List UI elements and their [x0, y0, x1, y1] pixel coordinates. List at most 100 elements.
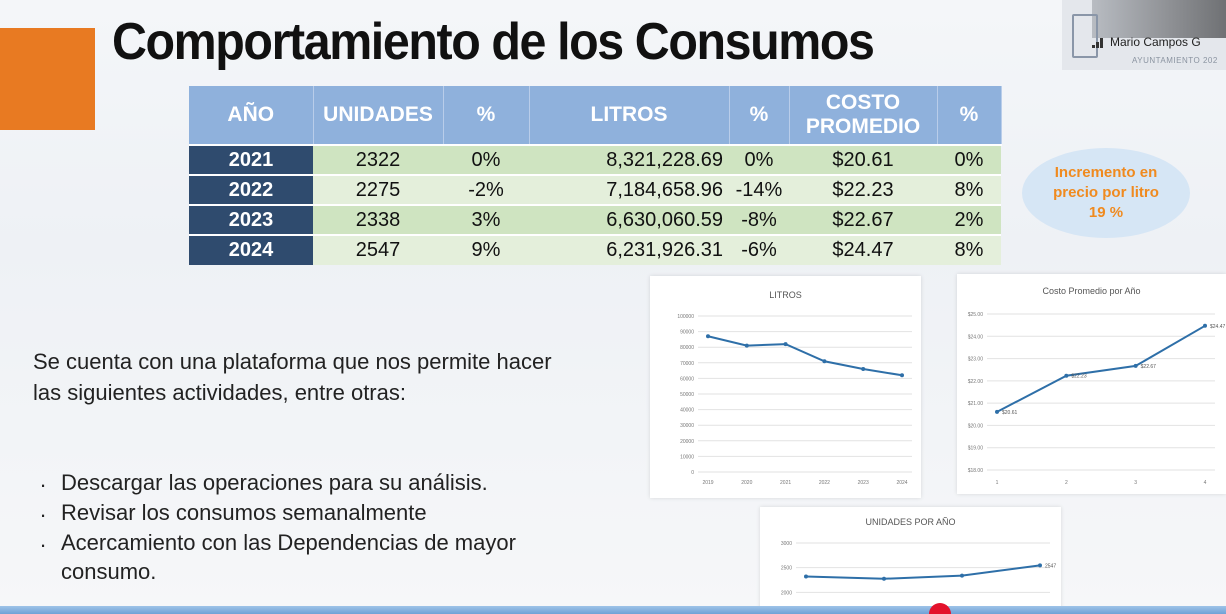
table-cell: 3% [443, 204, 529, 235]
participant-name: Mario Campos G [1110, 35, 1201, 49]
y-tick-label: $24.00 [968, 334, 984, 340]
year-cell: 2022 [189, 174, 313, 205]
series-line [996, 324, 1206, 413]
x-tick-label: 2020 [741, 480, 752, 486]
table-cell: -2% [443, 174, 529, 205]
header-cell: COSTO PROMEDIO [789, 86, 938, 145]
table-cell: 0% [729, 144, 789, 175]
y-tick-label: 40000 [680, 408, 694, 414]
table-cell: -6% [729, 234, 789, 265]
y-tick-label: 30000 [680, 423, 694, 429]
table-cell: $24.47 [789, 234, 937, 265]
year-cell: 2024 [189, 234, 313, 265]
costo-promedio-chart: Costo Promedio por Año $25.00 $24.00 $23.00… [957, 274, 1226, 494]
data-label: $24.47 [1210, 324, 1226, 330]
y-tick-label: 2000 [781, 590, 792, 596]
data-point [900, 373, 904, 378]
data-point [1038, 563, 1042, 568]
header-cell: % [443, 86, 530, 145]
litros-chart-svg: LITROS 100000 90000 80000 70000 60000 50000 400… [677, 290, 912, 486]
y-tick-label: $22.00 [968, 379, 984, 385]
signal-strength-icon [1092, 38, 1106, 48]
y-tick-label: 90000 [680, 330, 694, 336]
x-tick-label: 2024 [896, 480, 907, 486]
table-cell: 8,321,228.69 [529, 144, 729, 175]
list-item: Descargar las operaciones para su anális… [40, 465, 570, 497]
callout-value: 19 % [1088, 204, 1124, 221]
participant-subtitle: AYUNTAMIENTO 202 [1132, 56, 1218, 65]
chart-title: UNIDADES POR AÑO [865, 517, 955, 527]
table-cell: 8% [937, 234, 1001, 265]
y-tick-label: 0 [691, 470, 694, 476]
table-cell: $22.23 [789, 174, 937, 205]
y-tick-label: $20.00 [968, 423, 984, 429]
year-cell: 2021 [189, 144, 313, 175]
consumption-table: AÑO UNIDADES % LITROS % COSTO PROMEDIO %… [189, 86, 1002, 265]
data-point [882, 576, 886, 581]
list-item: Acercamiento con las Dependencias de may… [40, 525, 570, 586]
y-tick-label: 50000 [680, 392, 694, 398]
table-cell: 2338 [313, 204, 443, 235]
x-tick-label: 1 [996, 480, 999, 486]
y-tick-label: 70000 [680, 361, 694, 367]
x-tick-label: 2023 [858, 480, 869, 486]
chart-title: LITROS [769, 290, 802, 300]
table-cell: 2275 [313, 174, 443, 205]
y-tick-label: 80000 [680, 345, 694, 351]
costo-promedio-chart-svg: Costo Promedio por Año $25.00 $24.00 $23.00… [968, 286, 1226, 486]
unidades-chart-svg: UNIDADES POR AÑO300025002000150020212022… [781, 517, 1056, 596]
table-row: 2021 2322 0% 8,321,228.69 0% $20.61 0% [189, 144, 1001, 175]
bottom-progress-bar [0, 606, 1226, 614]
participant-video-feed [1092, 0, 1226, 38]
table-cell: 8% [937, 174, 1001, 205]
table-header-row: AÑO UNIDADES % LITROS % COSTO PROMEDIO % [189, 86, 1002, 145]
table-cell: 6,630,060.59 [529, 204, 729, 235]
y-tick-label: $18.00 [968, 468, 984, 474]
y-tick-label: 20000 [680, 439, 694, 445]
data-point [804, 574, 808, 579]
y-tick-label: $25.00 [968, 312, 984, 318]
header-cell: % [937, 86, 1002, 145]
recording-indicator-icon [929, 603, 951, 614]
header-cell: % [729, 86, 790, 145]
header-cell: AÑO [189, 86, 314, 145]
x-tick-label: 4 [1204, 480, 1207, 486]
data-point [1203, 323, 1207, 328]
table-cell: 7,184,658.96 [529, 174, 729, 205]
y-tick-label: 100000 [677, 314, 694, 320]
data-point [861, 367, 866, 372]
data-label: 2547 [1045, 563, 1056, 569]
table-cell: $22.67 [789, 204, 937, 235]
unidades-chart: UNIDADES POR AÑO300025002000150020212022… [760, 507, 1061, 614]
callout-line: precio por litro [1053, 184, 1159, 201]
y-tick-label: 60000 [680, 376, 694, 382]
intro-text: Se cuenta con una plataforma que nos per… [33, 349, 552, 405]
header-cell: LITROS [529, 86, 730, 145]
table-cell: -14% [729, 174, 789, 205]
data-point [1064, 373, 1069, 378]
table-cell: $20.61 [789, 144, 937, 175]
data-label: $22.67 [1141, 364, 1157, 370]
ayuntamiento-logo-icon [1072, 14, 1098, 58]
x-tick-label: 2022 [819, 480, 830, 486]
table-cell: -8% [729, 204, 789, 235]
series-line [707, 335, 903, 377]
table-cell: 2% [937, 204, 1001, 235]
data-label: $22.23 [1071, 374, 1087, 380]
series-line [805, 564, 1041, 580]
data-point [1133, 363, 1138, 368]
data-point [706, 334, 710, 339]
slide-title: Comportamiento de los Consumos [112, 13, 875, 71]
table-cell: 9% [443, 234, 529, 265]
activities-list: Descargar las operaciones para su anális… [40, 465, 570, 587]
header-cell: UNIDADES [313, 86, 444, 145]
year-cell: 2023 [189, 204, 313, 235]
participant-video-tile[interactable]: Mario Campos G AYUNTAMIENTO 202 [1062, 0, 1226, 70]
litros-chart: LITROS 100000 90000 80000 70000 60000 50000 400… [650, 276, 921, 498]
data-point [783, 342, 788, 347]
y-tick-label: 3000 [781, 541, 792, 547]
y-tick-label: $21.00 [968, 401, 984, 407]
data-point [960, 573, 964, 578]
table-row: 2023 2338 3% 6,630,060.59 -8% $22.67 2% [189, 204, 1001, 235]
x-tick-label: 3 [1134, 480, 1137, 486]
